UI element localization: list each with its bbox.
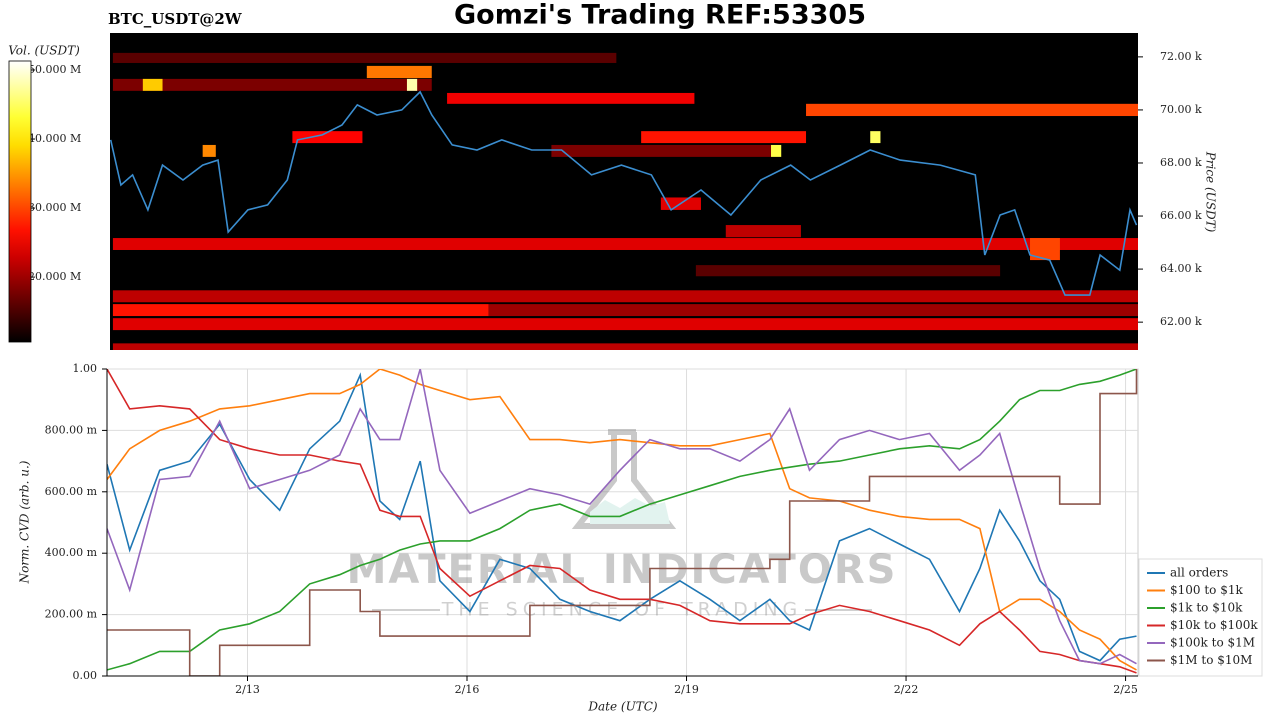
y-tick-label: 0.00 [73, 669, 98, 682]
heatmap-cell [771, 144, 782, 157]
heatmap-plot [110, 52, 1138, 350]
y-axis-label: Norm. CVD (arb. u.) [18, 460, 32, 584]
watermark: MATERIAL INDICATORS THE SCIENCE OF TRADI… [347, 429, 898, 621]
heatmap-cell [112, 304, 489, 317]
heatmap-cell [488, 304, 1138, 317]
x-axis-label: Date (UTC) [587, 700, 657, 714]
legend-label: $10k to $100k [1170, 618, 1258, 632]
y-tick-label: 70.00 k [1160, 103, 1202, 116]
heatmap-cell [447, 92, 695, 104]
heatmap-cell [112, 238, 1138, 250]
heatmap-cell [725, 225, 801, 238]
legend: all orders $100 to $1k $1k to $10k $10k to … [1138, 558, 1263, 677]
colorbar-tick-label: 20.000 M [28, 270, 81, 283]
heatmap-cell [202, 144, 216, 157]
heatmap-axes: 62.00 k 64.00 k 66.00 k 68.00 k 70.00 k 72.00… [28, 50, 1202, 328]
heatmap-cell [406, 78, 418, 91]
watermark-brand: MATERIAL INDICATORS [347, 547, 898, 593]
price-line [110, 90, 1138, 296]
watermark-flask [571, 429, 677, 529]
y-tick-label: 72.00 k [1160, 50, 1202, 63]
x-tick-label: 2/22 [894, 683, 919, 696]
cvd-axes: 0.00 200.00 m 400.00 m 600.00 m 800.00 m 1.00… [45, 362, 1138, 696]
heatmap-cell [112, 78, 432, 91]
y-tick-label: 64.00 k [1160, 262, 1202, 275]
y-tick-label: 68.00 k [1160, 156, 1202, 169]
y-tick-label: 62.00 k [1160, 315, 1202, 328]
heatmap-cell [870, 131, 881, 144]
cvd-grid [107, 368, 1138, 677]
page-title: Gomzi's Trading REF:53305 [454, 0, 866, 31]
cvd-line [107, 369, 1137, 671]
colorbar [8, 60, 32, 343]
heatmap-cell [551, 144, 772, 157]
heatmap-cell [806, 103, 1138, 117]
y-tick-label: 600.00 m [45, 485, 98, 498]
cvd-lines [107, 369, 1138, 676]
legend-label: $1k to $10k [1170, 601, 1243, 615]
heatmap-cell [292, 131, 363, 144]
legend-label: all orders [1170, 566, 1228, 580]
cvd-line [107, 369, 1137, 665]
heatmap-cell [1030, 238, 1060, 261]
x-tick-label: 2/13 [235, 683, 260, 696]
legend-label: $100k to $1M [1170, 636, 1255, 650]
colorbar-tick-label: 30.000 M [28, 201, 81, 214]
x-tick-label: 2/25 [1113, 683, 1138, 696]
legend-label: $100 to $1k [1170, 583, 1243, 597]
y-tick-label: 400.00 m [45, 546, 98, 559]
x-tick-label: 2/19 [674, 683, 699, 696]
heatmap-cell [112, 343, 1138, 350]
heatmap-cell [112, 52, 617, 63]
colorbar-label: Vol. (USDT) [8, 44, 80, 58]
colorbar-tick-label: 40.000 M [28, 132, 81, 145]
heatmap-cell [142, 78, 163, 91]
x-tick-label: 2/16 [455, 683, 480, 696]
heatmap-cell [112, 318, 1138, 331]
watermark-liquid [590, 498, 670, 524]
cvd-line [107, 369, 1138, 676]
legend-box [1138, 558, 1263, 677]
legend-label: $1M to $10M [1170, 653, 1252, 667]
watermark-tagline: THE SCIENCE OF TRADING [441, 599, 803, 621]
heatmap-cell [641, 131, 807, 144]
y-tick-label: 1.00 [73, 362, 98, 375]
cvd-line [107, 369, 1137, 671]
heatmap-cell [366, 65, 432, 79]
heatmap-cell [112, 290, 1138, 303]
y-tick-label: 200.00 m [45, 608, 98, 621]
chart-title: BTC_USDT@2W [108, 10, 243, 28]
y-axis-label: Price (USDT) [1204, 151, 1218, 233]
heatmap-cell [695, 265, 1001, 277]
colorbar-tick-label: 50.000 M [28, 63, 81, 76]
y-tick-label: 800.00 m [45, 423, 98, 436]
y-tick-label: 66.00 k [1160, 209, 1202, 222]
